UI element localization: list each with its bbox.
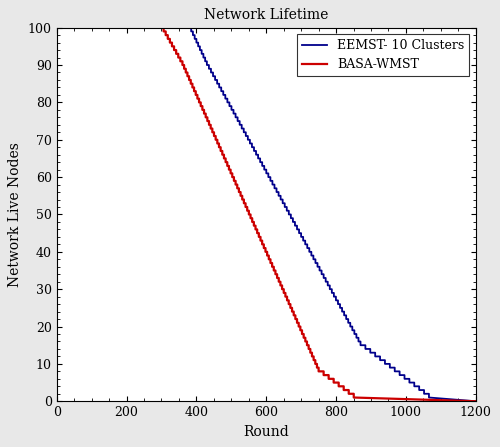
Line: BASA-WMST: BASA-WMST — [57, 28, 476, 401]
BASA-WMST — [54, 25, 60, 30]
BASA-WMST — [249, 215, 255, 221]
BASA-WMST — [299, 331, 305, 337]
Line: EEMST- 10 Clusters: EEMST- 10 Clusters — [57, 28, 476, 401]
BASA-WMST — [204, 114, 210, 120]
EEMST- 10 Clusters — [290, 215, 296, 221]
Title: Network Lifetime: Network Lifetime — [204, 8, 328, 22]
BASA-WMST — [262, 245, 268, 251]
Y-axis label: Network Live Nodes: Network Live Nodes — [8, 142, 22, 287]
BASA-WMST — [244, 204, 250, 210]
EEMST- 10 Clusters — [54, 25, 60, 30]
BASA-WMST — [340, 388, 346, 393]
EEMST- 10 Clusters — [234, 114, 240, 120]
EEMST- 10 Clusters — [306, 245, 312, 251]
Legend: EEMST- 10 Clusters, BASA-WMST: EEMST- 10 Clusters, BASA-WMST — [297, 34, 470, 76]
BASA-WMST — [472, 399, 478, 404]
EEMST- 10 Clusters — [284, 204, 290, 210]
EEMST- 10 Clusters — [472, 399, 478, 404]
EEMST- 10 Clusters — [352, 331, 358, 337]
X-axis label: Round: Round — [244, 425, 289, 439]
EEMST- 10 Clusters — [416, 388, 422, 393]
